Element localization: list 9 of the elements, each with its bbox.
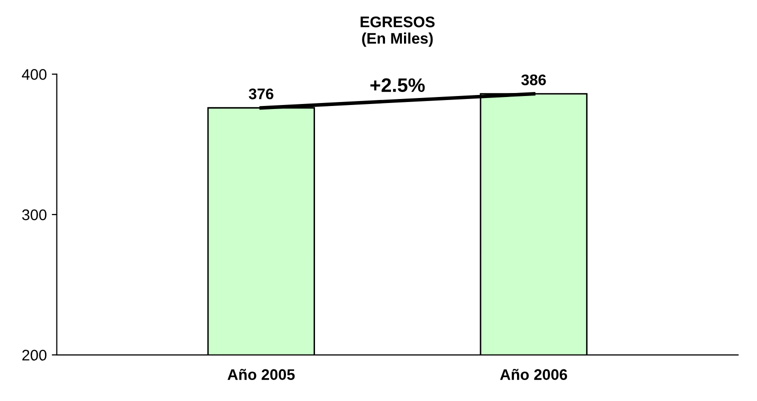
chart-title: EGRESOS (En Miles) xyxy=(360,16,435,47)
annotation: +2.5% xyxy=(370,78,425,92)
data-label: 376 xyxy=(248,88,274,100)
y-tick-label: 200 xyxy=(22,350,46,361)
x-tick-label: Año 2005 xyxy=(228,368,295,380)
y-tick-label: 300 xyxy=(22,209,46,220)
data-label: 386 xyxy=(521,74,546,86)
y-tick-label: 400 xyxy=(22,69,46,80)
x-tick-label: Año 2006 xyxy=(500,368,568,380)
